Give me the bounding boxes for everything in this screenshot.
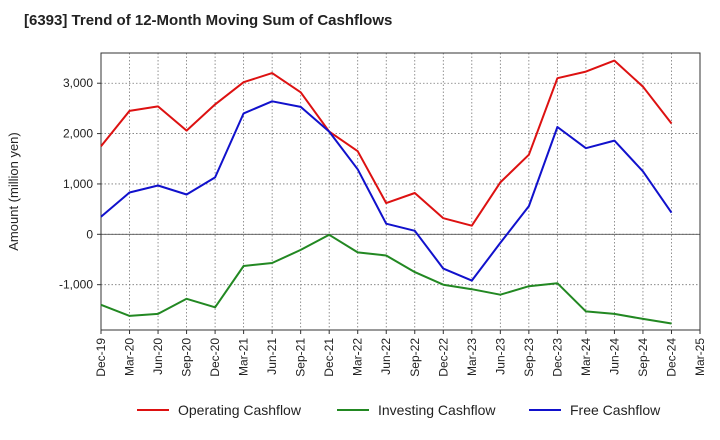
x-tick-label: Mar-22 <box>351 338 365 376</box>
series-line-free-cashflow <box>100 100 673 282</box>
x-tick-label: Sep-24 <box>636 338 650 377</box>
x-tick-label: Dec-19 <box>94 338 108 377</box>
grid-lines <box>101 53 700 330</box>
series-line-investing-cashflow <box>100 233 672 325</box>
x-tick-label: Mar-23 <box>465 338 479 376</box>
y-tick-label: 2,000 <box>63 127 93 141</box>
x-tick-label: Dec-24 <box>664 338 678 377</box>
y-axis-ticks: -1,000 0 1,000 2,000 3,000 <box>59 76 101 292</box>
x-tick-label: Dec-20 <box>208 338 222 377</box>
y-tick-label: 1,000 <box>63 177 93 191</box>
x-tick-label: Dec-23 <box>550 338 564 377</box>
y-tick-label: -1,000 <box>59 278 93 292</box>
x-tick-label: Sep-23 <box>522 338 536 377</box>
legend-label: Operating Cashflow <box>178 402 302 418</box>
x-tick-label: Jun-24 <box>607 338 621 375</box>
legend: Operating Cashflow Investing Cashflow Free… <box>137 402 661 418</box>
y-tick-label: 3,000 <box>63 76 93 90</box>
x-tick-label: Dec-22 <box>436 338 450 377</box>
x-tick-label: Jun-22 <box>379 338 393 375</box>
x-tick-label: Dec-21 <box>322 338 336 377</box>
y-axis-label: Amount (million yen) <box>6 132 21 251</box>
x-tick-label: Sep-22 <box>408 338 422 377</box>
x-tick-label: Mar-21 <box>237 338 251 376</box>
chart-title: [6393] Trend of 12-Month Moving Sum of C… <box>24 12 393 29</box>
series-line-operating-cashflow <box>100 59 673 227</box>
series-lines <box>100 59 673 325</box>
plot-area-frame <box>100 52 701 331</box>
x-tick-label: Jun-21 <box>265 338 279 375</box>
legend-label: Investing Cashflow <box>378 402 496 418</box>
x-tick-label: Jun-23 <box>493 338 507 375</box>
y-tick-label: 0 <box>86 227 93 241</box>
legend-label: Free Cashflow <box>570 402 661 418</box>
x-tick-label: Sep-20 <box>180 338 194 377</box>
x-tick-label: Sep-21 <box>294 338 308 377</box>
x-tick-label: Mar-24 <box>579 338 593 376</box>
x-tick-label: Mar-20 <box>123 338 137 376</box>
x-tick-label: Jun-20 <box>151 338 165 375</box>
x-axis-ticks: Dec-19 Mar-20 Jun-20 Sep-20 Dec-20 Mar-21 Jun-… <box>94 330 707 377</box>
x-tick-label: Mar-25 <box>693 338 707 376</box>
